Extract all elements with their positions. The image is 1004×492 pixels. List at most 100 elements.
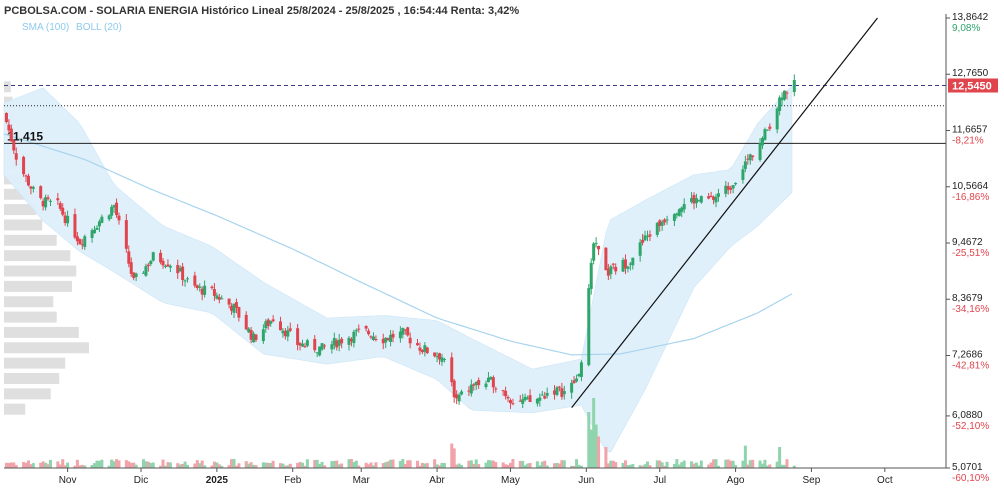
- volume-bar: [780, 464, 784, 468]
- candle-body: [183, 280, 187, 282]
- candle-body: [457, 394, 461, 402]
- volume-bar: [384, 462, 388, 468]
- volume-profile-bar: [4, 250, 71, 262]
- candle-body: [716, 193, 720, 197]
- volume-bar: [14, 465, 18, 468]
- volume-bar: [690, 461, 694, 468]
- volume-bar: [682, 460, 686, 468]
- candle-body: [435, 356, 439, 358]
- candle-body: [692, 195, 696, 204]
- volume-profile-bar: [4, 296, 54, 308]
- x-tick-label: 2025: [206, 475, 229, 486]
- candle-body: [628, 263, 632, 265]
- volume-bar: [374, 462, 378, 468]
- volume-bar: [658, 460, 662, 468]
- candle-body: [785, 92, 789, 94]
- legend-sma: SMA (100): [22, 22, 70, 33]
- volume-bar: [741, 460, 745, 468]
- candle-body: [271, 319, 275, 322]
- volume-bar: [176, 463, 180, 468]
- candle-body: [765, 129, 769, 131]
- volume-bar: [332, 460, 336, 468]
- volume-bar: [303, 465, 307, 468]
- volume-bar: [78, 465, 82, 468]
- volume-bar: [403, 463, 407, 468]
- volume-bar: [389, 459, 393, 468]
- candle-body: [655, 222, 659, 235]
- volume-bar: [555, 462, 559, 468]
- x-tick-label: Feb: [284, 475, 302, 486]
- volume-bar: [714, 459, 718, 468]
- candle-body: [594, 243, 598, 245]
- candle-body: [90, 230, 94, 238]
- volume-bar: [41, 461, 45, 468]
- volume-bar: [100, 459, 104, 468]
- candle-body: [354, 330, 358, 332]
- x-tick-label: Sep: [803, 475, 821, 486]
- candle-body: [166, 264, 170, 267]
- x-tick-label: Jun: [578, 475, 594, 486]
- candle-body: [389, 334, 393, 342]
- candle-body: [768, 126, 772, 129]
- candle-body: [7, 124, 11, 131]
- volume-bar: [692, 463, 696, 468]
- volume-bar: [159, 465, 163, 468]
- volume-bar: [48, 459, 52, 468]
- volume-bar: [66, 462, 70, 468]
- volume-profile-bar: [4, 81, 11, 93]
- candle-body: [237, 307, 241, 318]
- volume-bar: [296, 463, 300, 468]
- candle-body: [163, 265, 167, 267]
- volume-bar: [538, 465, 542, 468]
- y-tick-pct: -16,86%: [952, 192, 989, 203]
- candle-body: [149, 261, 153, 265]
- y-tick-label: 13,8642: [952, 12, 989, 23]
- volume-bar: [127, 461, 131, 468]
- volume-bar: [12, 462, 16, 468]
- y-tick-pct: -52,10%: [952, 421, 989, 432]
- candle-body: [330, 344, 334, 350]
- candle-body: [58, 203, 62, 209]
- candle-body: [406, 327, 410, 336]
- volume-bar: [320, 461, 324, 468]
- volume-bar: [26, 460, 30, 468]
- candle-body: [783, 90, 787, 100]
- volume-bar: [132, 462, 136, 468]
- volume-profile-bar: [4, 280, 72, 292]
- volume-bar: [523, 465, 527, 468]
- volume-bar: [486, 460, 490, 468]
- candle-body: [181, 266, 185, 280]
- candle-body: [305, 340, 309, 346]
- volume-bar: [323, 465, 327, 468]
- volume-bar: [743, 445, 747, 468]
- candle-body: [117, 215, 121, 221]
- volume-bar: [340, 463, 344, 468]
- y-tick-label: 8,3679: [952, 293, 983, 304]
- candle-body: [562, 391, 566, 395]
- candle-body: [95, 227, 99, 230]
- volume-bar: [271, 460, 275, 468]
- candle-body: [146, 264, 150, 267]
- volume-bar: [97, 460, 101, 468]
- volume-bar: [117, 460, 121, 468]
- volume-bar: [724, 459, 728, 468]
- volume-bar: [46, 464, 50, 468]
- candle-body: [29, 186, 33, 189]
- volume-profile-bar: [4, 372, 60, 384]
- candle-body: [198, 286, 202, 288]
- volume-bar: [765, 465, 769, 468]
- candle-body: [381, 338, 385, 344]
- indicator-legend: SMA (100) BOLL (20): [22, 22, 126, 33]
- x-axis: Nov Dic 2025 Feb Mar Abr May Jun Jul Ago Sep Oct: [59, 468, 893, 486]
- volume-bar: [748, 460, 752, 468]
- candle-body: [97, 221, 101, 227]
- candle-body: [672, 214, 676, 221]
- candle-body: [48, 200, 52, 202]
- sma-100-line: [3, 133, 793, 356]
- volume-bar: [734, 465, 738, 468]
- volume-bar: [31, 463, 35, 468]
- candle-body: [572, 380, 576, 384]
- candle-body: [332, 338, 336, 346]
- volume-bar: [56, 461, 60, 468]
